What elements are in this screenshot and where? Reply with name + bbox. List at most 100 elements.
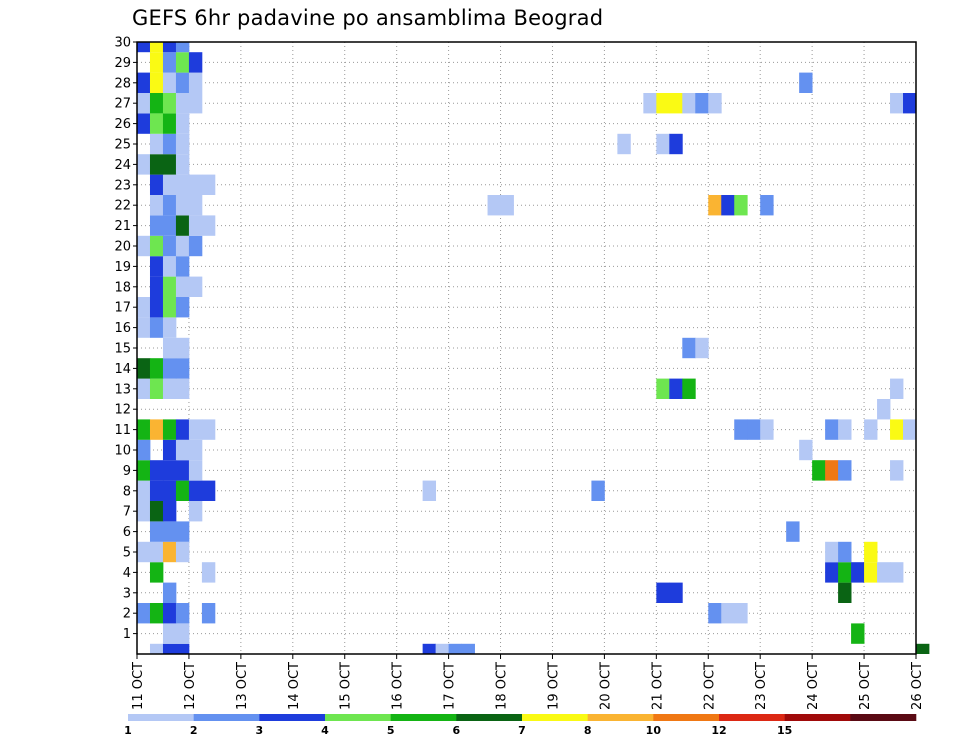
- heatmap-cell: [669, 378, 683, 399]
- heatmap-cell: [137, 72, 151, 93]
- x-tick-label: 26 OCT: [910, 662, 925, 710]
- heatmap-cell: [812, 460, 826, 481]
- heatmap-cell: [137, 419, 151, 440]
- heatmap-cell: [162, 480, 177, 501]
- heatmap-cell: [175, 154, 190, 175]
- heatmap-cell: [669, 582, 683, 603]
- heatmap-cell: [162, 93, 177, 114]
- heatmap-cell: [643, 93, 657, 114]
- heatmap-cell: [188, 174, 203, 195]
- heatmap-cell: [864, 541, 878, 563]
- heatmap-cell: [838, 460, 852, 481]
- heatmap-cell: [500, 195, 514, 216]
- heatmap-cell: [175, 276, 190, 297]
- heatmap-cell: [149, 562, 164, 583]
- heatmap-cell: [695, 337, 709, 359]
- heatmap-cell: [851, 623, 865, 644]
- heatmap-cell: [721, 603, 735, 624]
- heatmap-cell: [137, 501, 151, 522]
- heatmap-cell: [162, 235, 177, 257]
- heatmap-cell: [188, 501, 203, 522]
- heatmap-cell: [669, 133, 683, 155]
- y-tick-label: 30: [114, 36, 131, 51]
- heatmap-cell: [903, 93, 917, 114]
- heatmap-cell: [461, 643, 475, 654]
- y-tick-label: 27: [114, 97, 131, 112]
- heatmap-cell: [162, 72, 177, 93]
- heatmap-cell: [825, 562, 839, 583]
- heatmap-cell: [825, 419, 839, 440]
- heatmap-cell: [591, 480, 605, 501]
- heatmap-cell: [669, 93, 683, 114]
- heatmap-cell: [175, 52, 190, 73]
- heatmap-cell: [734, 195, 748, 216]
- heatmap-cell: [149, 276, 164, 297]
- heatmap-cell: [149, 154, 164, 175]
- heatmap-cell: [175, 215, 190, 236]
- y-tick-label: 15: [114, 342, 131, 357]
- heatmap-cell: [201, 480, 216, 501]
- heatmap-cell: [162, 297, 177, 318]
- legend-label: 4: [321, 724, 329, 737]
- heatmap-cell: [162, 603, 177, 624]
- heatmap-cell: [162, 174, 177, 195]
- color-legend: 1 2 3 4 5 6 7 8 10 12 15: [124, 714, 917, 737]
- heatmap-cell: [851, 562, 865, 583]
- heatmap-cell: [137, 235, 151, 257]
- heatmap-cell: [617, 133, 631, 155]
- heatmap-cell: [747, 419, 761, 440]
- heatmap-cell: [175, 603, 190, 624]
- y-tick-label: 26: [114, 117, 131, 132]
- heatmap-cell: [175, 521, 190, 542]
- heatmap-cell: [162, 582, 177, 603]
- heatmap-cell: [201, 215, 216, 236]
- heatmap-cell: [188, 480, 203, 501]
- heatmap-cell: [162, 337, 177, 359]
- heatmap-cell: [175, 623, 190, 644]
- heatmap-cell: [149, 113, 164, 134]
- legend-label: 6: [453, 724, 461, 737]
- heatmap-cell: [149, 215, 164, 236]
- heatmap-cell: [916, 643, 930, 654]
- heatmap-cell: [695, 93, 709, 114]
- heatmap-cell: [877, 562, 891, 583]
- heatmap-cell: [137, 378, 151, 399]
- heatmap-cell: [162, 378, 177, 399]
- x-tick-label: 12 OCT: [183, 662, 198, 710]
- heatmap-cell: [175, 235, 190, 257]
- heatmap-cell: [825, 460, 839, 481]
- heatmap-cell: [422, 643, 437, 654]
- y-tick-label: 13: [114, 382, 131, 397]
- y-tick-label: 6: [123, 525, 131, 540]
- heatmap-cell: [760, 419, 774, 440]
- heatmap-cell: [422, 480, 437, 501]
- heatmap-cell: [890, 378, 904, 399]
- heatmap-cell: [201, 419, 216, 440]
- heatmap-cell: [149, 460, 164, 481]
- heatmap-cell: [149, 256, 164, 277]
- heatmap-cell: [162, 541, 177, 563]
- heatmap-cell: [175, 174, 190, 195]
- legend-label: 12: [711, 724, 726, 737]
- heatmap-cell: [708, 195, 722, 216]
- heatmap-cell: [162, 419, 177, 440]
- y-tick-label: 4: [123, 566, 131, 581]
- x-tick-label: 23 OCT: [754, 662, 769, 710]
- heatmap-cell: [175, 358, 190, 379]
- legend-swatch: [784, 714, 851, 721]
- heatmap-cell: [149, 133, 164, 155]
- heatmap-cell: [682, 93, 696, 114]
- heatmap-cell: [175, 42, 190, 53]
- heatmap-cell: [137, 460, 151, 481]
- heatmap-cell: [682, 378, 696, 399]
- heatmap-cell: [149, 72, 164, 93]
- x-tick-label: 15 OCT: [339, 662, 354, 710]
- heatmap-cell: [838, 419, 852, 440]
- heatmap-cell: [201, 174, 216, 195]
- heatmap-cell: [903, 419, 917, 440]
- heatmap-cell: [162, 256, 177, 277]
- legend-swatch: [850, 714, 917, 721]
- heatmap-cell: [149, 93, 164, 114]
- heatmap-cell: [162, 154, 177, 175]
- legend-swatch: [128, 714, 194, 721]
